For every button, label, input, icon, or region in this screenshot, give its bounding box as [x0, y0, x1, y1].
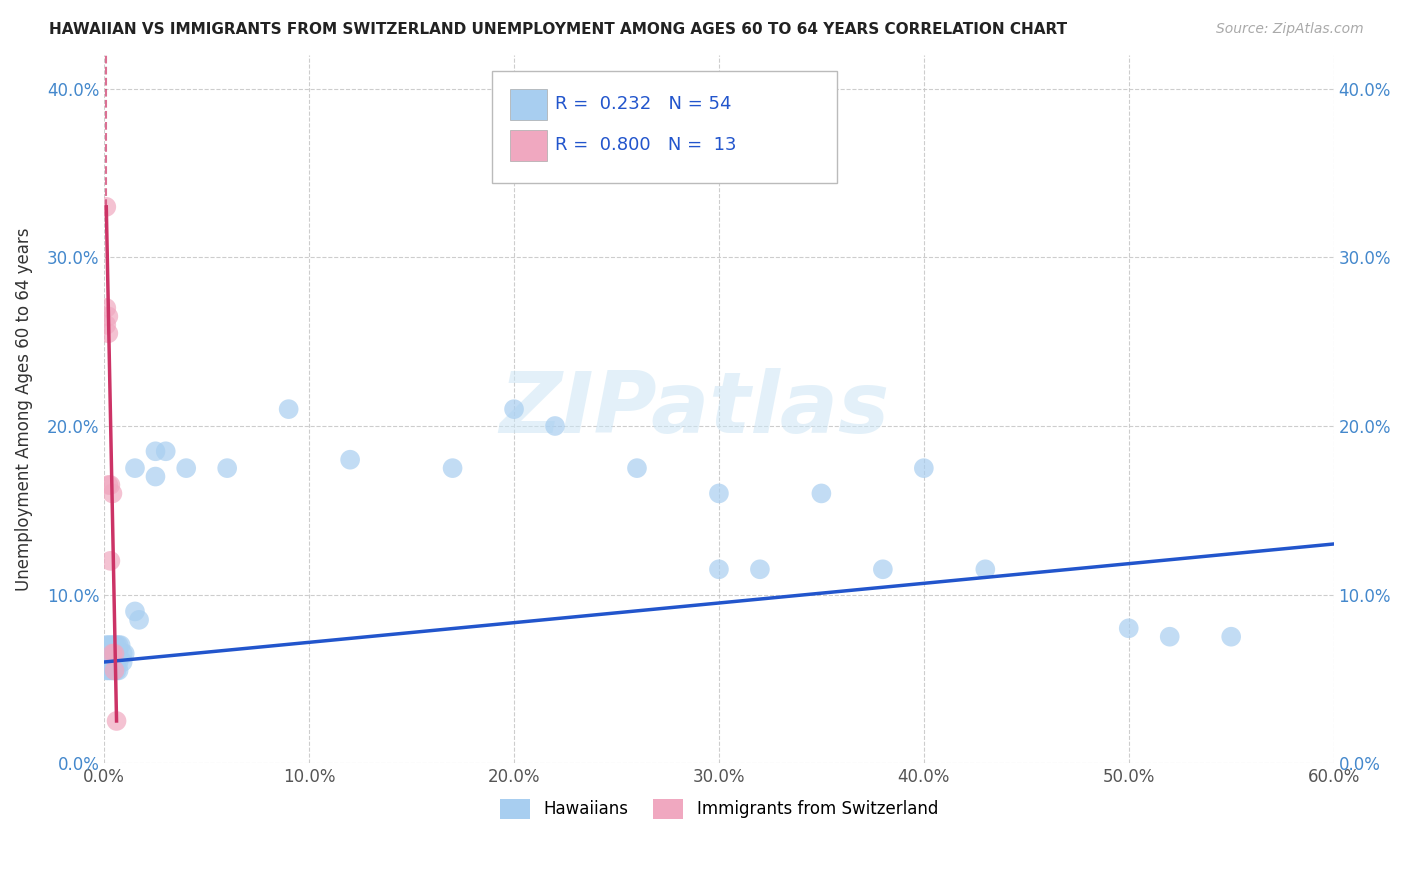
- Y-axis label: Unemployment Among Ages 60 to 64 years: Unemployment Among Ages 60 to 64 years: [15, 227, 32, 591]
- Point: [105, 714, 128, 728]
- Text: Source: ZipAtlas.com: Source: ZipAtlas.com: [1216, 22, 1364, 37]
- Point: [103, 647, 125, 661]
- Point: [100, 478, 122, 492]
- Text: R =  0.800   N =  13: R = 0.800 N = 13: [555, 136, 737, 154]
- Point: [97, 310, 120, 324]
- Point: [101, 486, 124, 500]
- Point: [707, 486, 730, 500]
- Point: [101, 647, 124, 661]
- Point: [111, 647, 134, 661]
- Point: [174, 461, 197, 475]
- Point: [872, 562, 894, 576]
- Point: [114, 647, 136, 661]
- Point: [100, 664, 122, 678]
- Point: [96, 647, 118, 661]
- Point: [107, 664, 129, 678]
- Point: [105, 655, 128, 669]
- Text: HAWAIIAN VS IMMIGRANTS FROM SWITZERLAND UNEMPLOYMENT AMONG AGES 60 TO 64 YEARS C: HAWAIIAN VS IMMIGRANTS FROM SWITZERLAND …: [49, 22, 1067, 37]
- Point: [97, 638, 120, 652]
- Point: [912, 461, 935, 475]
- Point: [544, 419, 567, 434]
- Point: [107, 638, 129, 652]
- Point: [111, 655, 134, 669]
- Point: [748, 562, 770, 576]
- Point: [103, 664, 125, 678]
- Point: [96, 664, 118, 678]
- Text: R =  0.232   N = 54: R = 0.232 N = 54: [555, 95, 733, 113]
- Text: ZIPatlas: ZIPatlas: [499, 368, 890, 450]
- Point: [101, 664, 124, 678]
- Point: [103, 664, 125, 678]
- Point: [97, 664, 120, 678]
- Point: [100, 655, 122, 669]
- Point: [626, 461, 648, 475]
- Point: [103, 647, 125, 661]
- Point: [97, 326, 120, 341]
- Point: [96, 301, 118, 315]
- Point: [145, 469, 167, 483]
- Point: [105, 638, 128, 652]
- Point: [128, 613, 150, 627]
- Point: [103, 638, 125, 652]
- Point: [124, 604, 146, 618]
- Point: [155, 444, 177, 458]
- Point: [105, 664, 128, 678]
- Point: [96, 200, 118, 214]
- Point: [277, 402, 299, 417]
- Point: [100, 647, 122, 661]
- Point: [101, 638, 124, 652]
- Point: [124, 461, 146, 475]
- Point: [97, 478, 120, 492]
- Point: [107, 647, 129, 661]
- Point: [107, 655, 129, 669]
- Point: [1118, 621, 1140, 635]
- Point: [1159, 630, 1181, 644]
- Point: [101, 647, 124, 661]
- Point: [441, 461, 464, 475]
- Point: [96, 638, 118, 652]
- Point: [96, 318, 118, 332]
- Point: [97, 647, 120, 661]
- Point: [145, 444, 167, 458]
- Point: [100, 638, 122, 652]
- Point: [97, 655, 120, 669]
- Point: [810, 486, 832, 500]
- Point: [503, 402, 526, 417]
- Point: [110, 638, 132, 652]
- Point: [974, 562, 997, 576]
- Point: [100, 554, 122, 568]
- Legend: Hawaiians, Immigrants from Switzerland: Hawaiians, Immigrants from Switzerland: [494, 792, 945, 826]
- Point: [1220, 630, 1243, 644]
- Point: [339, 452, 361, 467]
- Point: [217, 461, 239, 475]
- Point: [707, 562, 730, 576]
- Point: [101, 655, 124, 669]
- Point: [105, 647, 128, 661]
